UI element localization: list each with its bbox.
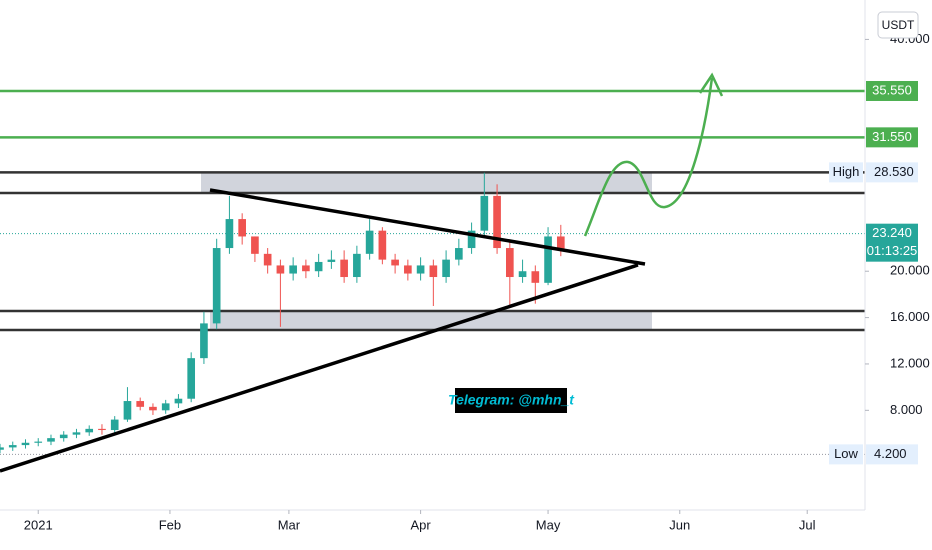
- marker-name: High: [833, 164, 860, 179]
- candle-body: [47, 438, 55, 442]
- candle-body: [34, 441, 43, 443]
- projection-arrow: [583, 77, 714, 237]
- x-tick-label: Jun: [669, 517, 690, 532]
- candle-body: [161, 403, 170, 411]
- level-label-box: [866, 127, 918, 148]
- candle-body: [378, 230, 387, 260]
- candle-body: [429, 265, 438, 278]
- candle-body: [85, 428, 94, 433]
- candle-body: [327, 259, 336, 262]
- candle-body: [353, 253, 361, 278]
- x-tick-label: May: [536, 517, 561, 532]
- support-zone: [210, 311, 652, 330]
- price-axis: 8.00012.00016.00020.00040.0002021FebMarA…: [24, 31, 930, 533]
- candle-body: [480, 195, 489, 231]
- candle-body: [493, 195, 501, 249]
- candle-body: [404, 265, 412, 274]
- candle-body: [314, 261, 323, 272]
- candle-body: [302, 265, 310, 272]
- candle-body: [263, 253, 272, 266]
- marker-value: 28.530: [874, 164, 914, 179]
- currency-button[interactable]: [877, 11, 919, 39]
- marker-name: Low: [834, 446, 858, 461]
- candle-body: [455, 248, 463, 260]
- marker-name-box: [829, 162, 863, 183]
- candle-body: [174, 398, 183, 404]
- candle-body: [136, 401, 145, 407]
- candle-body: [391, 259, 399, 266]
- candle-body: [225, 219, 234, 249]
- marker-name-box: [829, 444, 863, 465]
- candle-body: [251, 236, 259, 254]
- candle-body: [556, 236, 565, 251]
- candle-body: [505, 248, 514, 278]
- annotation-box: [455, 388, 567, 413]
- candle-body: [442, 259, 450, 278]
- candle-body: [289, 265, 297, 274]
- y-tick-label: 12.000: [890, 355, 930, 370]
- candle-body: [212, 248, 221, 324]
- y-tick-label: 16.000: [890, 309, 930, 324]
- level-label: 35.550: [872, 82, 912, 97]
- candle-body: [98, 428, 106, 431]
- trendline-upper: [209, 188, 646, 266]
- marker-value-box: [866, 444, 918, 465]
- level-label-box: [866, 80, 918, 101]
- marker-value-box: [866, 162, 918, 183]
- level-label: 31.550: [872, 129, 912, 144]
- candle-body: [110, 419, 119, 431]
- x-tick-label: Mar: [278, 517, 301, 532]
- candle-body: [123, 401, 132, 420]
- x-tick-label: Feb: [159, 517, 181, 532]
- y-tick-label: 20.000: [890, 263, 930, 278]
- candle-body: [21, 442, 30, 446]
- annotation: Telegram: @mhn_t: [448, 392, 575, 408]
- resistance-zone: [201, 172, 652, 193]
- candle-body: [200, 323, 208, 359]
- x-tick-label: Apr: [410, 517, 431, 532]
- arrow-head: [698, 72, 724, 97]
- marker-value: 4.200: [874, 446, 907, 461]
- last-price-box: [866, 223, 918, 262]
- plot: [0, 89, 865, 455]
- x-tick-label: 2021: [24, 517, 53, 532]
- trendline-lower: [0, 263, 639, 473]
- candle-body: [59, 434, 68, 439]
- candle-body: [276, 265, 285, 274]
- candle-body: [149, 406, 157, 411]
- candle-body: [340, 259, 348, 278]
- candle-body: [8, 445, 17, 448]
- countdown: 01:13:25: [867, 243, 918, 258]
- candle-body: [365, 230, 374, 254]
- candle-body: [187, 358, 196, 399]
- candle-body: [416, 265, 425, 274]
- last-price-label: 23.240: [872, 225, 912, 240]
- candle-body: [0, 447, 4, 450]
- currency[interactable]: USDT: [882, 18, 915, 32]
- y-tick-label: 8.000: [890, 402, 923, 417]
- candle-body: [518, 271, 527, 278]
- candle-body: [467, 230, 476, 249]
- candle-body: [238, 219, 246, 237]
- x-tick-label: Jul: [799, 517, 816, 532]
- candle-body: [544, 236, 552, 283]
- candle-body: [72, 432, 81, 435]
- candle-body: [531, 271, 540, 283]
